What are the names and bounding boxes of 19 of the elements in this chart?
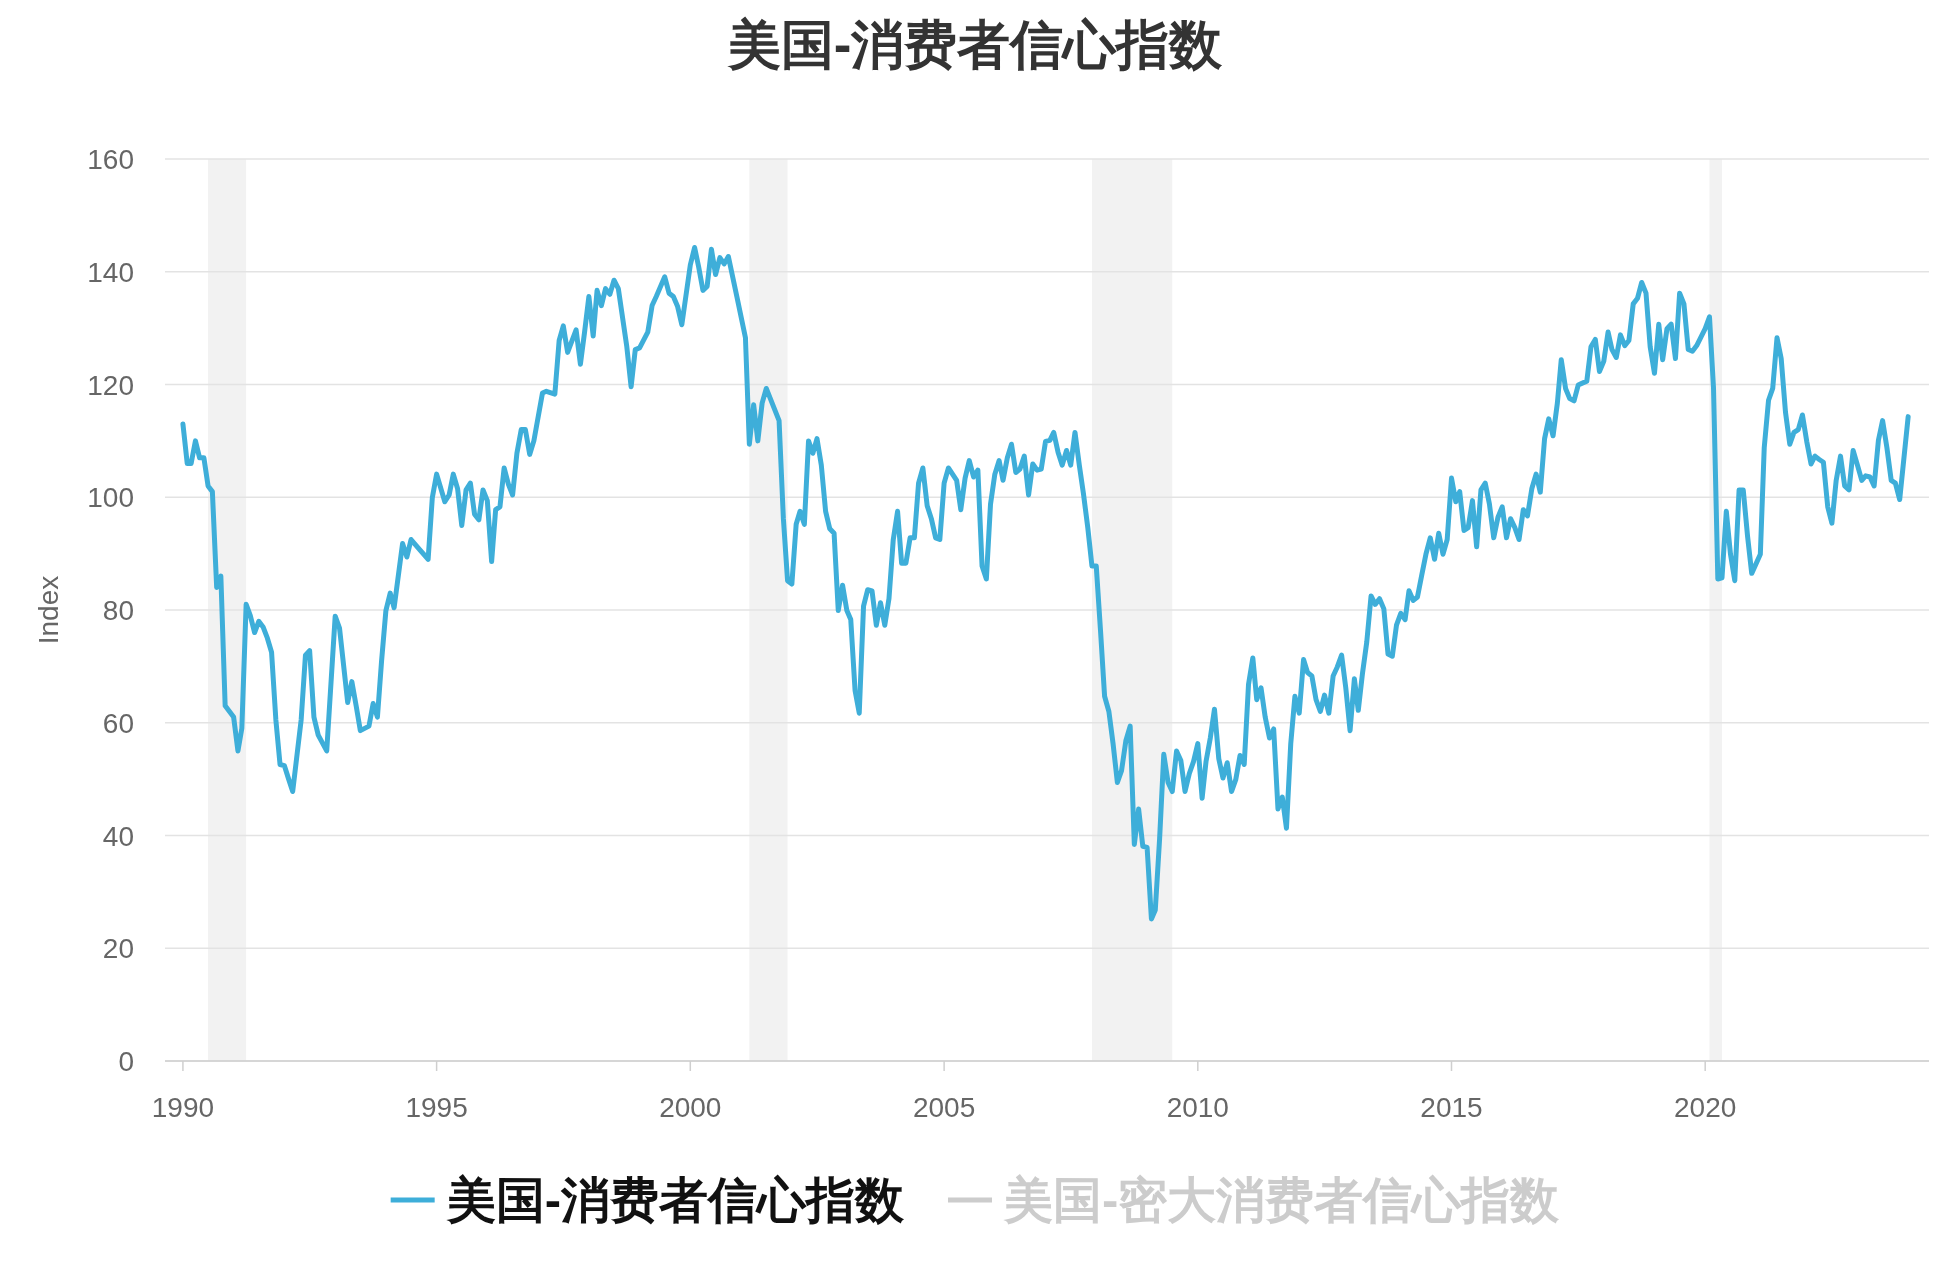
x-tick-label: 1990 xyxy=(151,1092,215,1123)
y-tick-label: 40 xyxy=(102,820,134,852)
y-tick-label: 160 xyxy=(87,144,134,175)
y-tick-label: 120 xyxy=(87,369,134,401)
y-tick-label: 80 xyxy=(102,595,134,626)
x-tick-label: 1995 xyxy=(405,1092,468,1123)
x-tick-label: 2015 xyxy=(1420,1092,1483,1123)
y-tick-label: 100 xyxy=(87,482,134,514)
y-tick-label: 140 xyxy=(87,256,134,288)
legend-label: 美国-消费者信心指数 xyxy=(445,1173,905,1227)
y-tick-label: 0 xyxy=(118,1046,134,1077)
x-tick-label: 2005 xyxy=(912,1092,976,1123)
chart-title: 美国-消费者信心指数 xyxy=(726,15,1224,74)
y-tick-label: 20 xyxy=(102,933,134,965)
x-tick-label: 2010 xyxy=(1166,1092,1229,1123)
y-tick-label: 60 xyxy=(102,707,134,739)
x-tick-label: 2000 xyxy=(659,1092,722,1123)
y-axis-title: Index xyxy=(33,575,64,645)
x-tick-label: 2020 xyxy=(1674,1092,1737,1123)
